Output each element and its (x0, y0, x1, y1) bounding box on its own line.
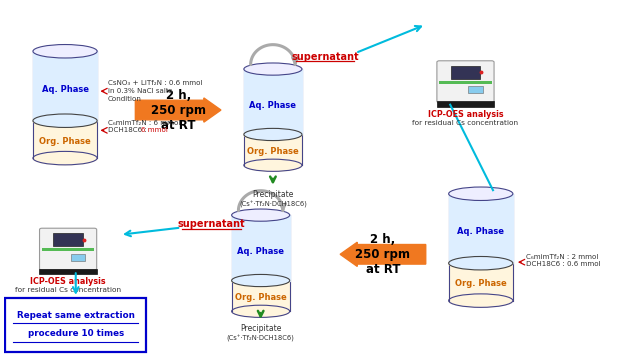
Text: for residual Cs concentration: for residual Cs concentration (15, 287, 121, 293)
Ellipse shape (33, 114, 97, 127)
Text: supernatant: supernatant (291, 52, 359, 62)
Bar (232, 280, 290, 311)
Ellipse shape (244, 129, 302, 141)
FancyArrow shape (135, 98, 221, 122)
FancyArrow shape (340, 242, 426, 266)
Text: ICP-OES analysis: ICP-OES analysis (30, 278, 106, 286)
Ellipse shape (33, 151, 97, 165)
Text: Precipitate: Precipitate (252, 190, 294, 199)
Text: supernatant: supernatant (178, 219, 245, 229)
FancyBboxPatch shape (437, 61, 494, 103)
Ellipse shape (232, 209, 290, 221)
Text: CsNO₃ + LiTf₂N : 0.6 mmol: CsNO₃ + LiTf₂N : 0.6 mmol (108, 80, 202, 86)
Text: 6 mmol: 6 mmol (141, 127, 168, 133)
Bar (439, 81, 492, 84)
Text: in 0.3% NaCl salts: in 0.3% NaCl salts (108, 88, 172, 94)
Ellipse shape (232, 274, 290, 286)
Text: Repeat same extraction: Repeat same extraction (17, 311, 135, 320)
Text: C₆mimTf₂N : 6 mmol: C₆mimTf₂N : 6 mmol (108, 120, 180, 126)
Bar (244, 69, 302, 135)
Ellipse shape (448, 256, 513, 270)
Ellipse shape (244, 159, 302, 171)
Bar (39, 269, 97, 274)
Text: DCH18C6 :: DCH18C6 : (108, 127, 149, 133)
Bar (244, 135, 302, 165)
Bar (33, 51, 97, 121)
Bar (42, 248, 94, 251)
Bar (448, 194, 513, 263)
Text: DCH18C6 : 0.6 mmol: DCH18C6 : 0.6 mmol (526, 261, 601, 267)
Ellipse shape (232, 274, 290, 286)
Ellipse shape (244, 129, 302, 141)
Bar (53, 233, 83, 246)
Text: Org. Phase: Org. Phase (247, 147, 299, 156)
Bar (451, 66, 480, 79)
Bar (468, 87, 483, 93)
Text: Org. Phase: Org. Phase (39, 137, 91, 146)
Text: Aq. Phase: Aq. Phase (42, 85, 89, 94)
Bar (71, 254, 85, 261)
Text: (Cs⁺·Tf₂N·DCH18C6): (Cs⁺·Tf₂N·DCH18C6) (239, 201, 307, 208)
Text: Aq. Phase: Aq. Phase (237, 247, 284, 256)
Text: procedure 10 times: procedure 10 times (27, 330, 124, 339)
FancyBboxPatch shape (40, 228, 97, 270)
Ellipse shape (448, 294, 513, 307)
Text: Org. Phase: Org. Phase (235, 293, 286, 302)
Bar (448, 263, 513, 300)
Bar (33, 121, 97, 158)
Ellipse shape (33, 114, 97, 127)
Text: for residual Cs concentration: for residual Cs concentration (412, 120, 519, 126)
Text: Precipitate: Precipitate (240, 325, 281, 334)
Ellipse shape (448, 187, 513, 200)
Bar (232, 215, 290, 280)
FancyBboxPatch shape (5, 298, 147, 351)
Text: Aq. Phase: Aq. Phase (250, 101, 296, 109)
Text: C₆mimTf₂N : 2 mmol: C₆mimTf₂N : 2 mmol (526, 254, 599, 260)
Text: ICP-OES analysis: ICP-OES analysis (428, 110, 503, 119)
Bar (437, 101, 494, 107)
Text: 2 h,
250 rpm
at RT: 2 h, 250 rpm at RT (151, 89, 206, 131)
Text: Org. Phase: Org. Phase (455, 279, 507, 288)
Text: Aq. Phase: Aq. Phase (457, 228, 504, 237)
Text: (Cs⁺·Tf₂N·DCH18C6): (Cs⁺·Tf₂N·DCH18C6) (227, 335, 294, 342)
Ellipse shape (244, 63, 302, 75)
Text: Condition: Condition (108, 96, 142, 102)
Ellipse shape (232, 305, 290, 317)
Ellipse shape (448, 256, 513, 270)
Text: 2 h,
250 rpm
at RT: 2 h, 250 rpm at RT (355, 233, 410, 276)
Ellipse shape (33, 45, 97, 58)
